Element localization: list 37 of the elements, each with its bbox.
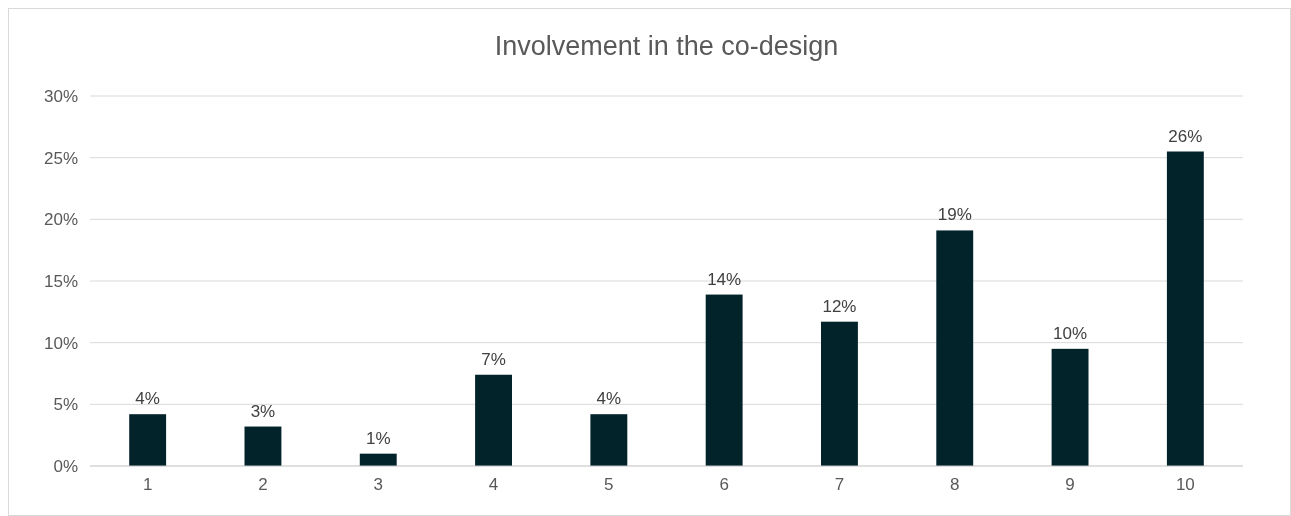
y-tick-label: 25% (43, 148, 78, 168)
data-label: 19% (937, 205, 972, 225)
data-label: 10% (1053, 323, 1088, 343)
data-label: 1% (365, 428, 391, 448)
data-label: 14% (707, 269, 742, 289)
data-label: 7% (481, 349, 506, 369)
x-tick-label: 3 (373, 475, 383, 494)
bar (1166, 151, 1204, 466)
x-tick-label: 4 (488, 475, 499, 494)
chart-title: Involvement in the co-design (494, 31, 839, 61)
y-tick-label: 20% (43, 210, 78, 230)
x-tick-label: 1 (142, 475, 153, 494)
data-label: 3% (250, 401, 276, 421)
bar (1051, 348, 1089, 466)
x-tick-label: 9 (1065, 475, 1075, 494)
y-tick-label: 10% (43, 333, 78, 353)
y-tick-label: 15% (43, 271, 78, 291)
bar (936, 230, 974, 466)
x-tick-label: 5 (604, 475, 614, 494)
x-tick-label: 6 (719, 475, 729, 494)
data-label: 12% (822, 296, 857, 316)
bar (590, 414, 628, 466)
data-label: 4% (135, 389, 160, 409)
x-tick-label: 2 (258, 475, 268, 494)
bar (475, 374, 512, 466)
data-label: 26% (1168, 126, 1203, 146)
y-tick-label: 0% (53, 456, 78, 476)
x-tick-label: 8 (950, 475, 960, 494)
bar (705, 294, 743, 466)
y-tick-label: 30% (43, 86, 78, 106)
bar (129, 414, 167, 466)
bar (821, 321, 858, 466)
y-tick-label: 5% (53, 395, 78, 415)
x-tick-label: 10 (1175, 475, 1195, 494)
data-label: 4% (596, 389, 622, 409)
x-tick-label: 7 (834, 475, 845, 494)
bar (244, 426, 282, 466)
